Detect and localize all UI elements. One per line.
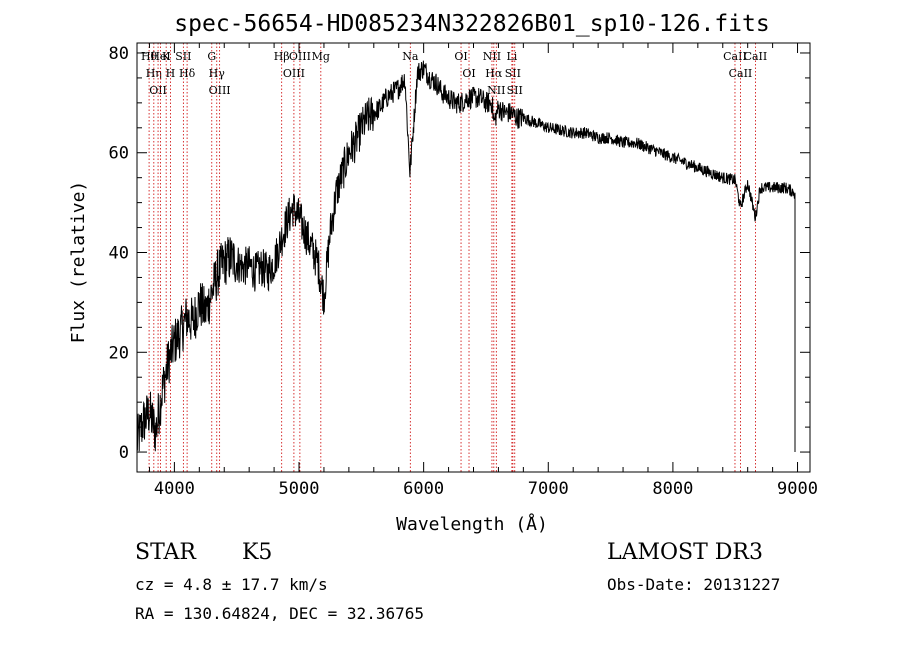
x-axis-label: Wavelength (Å) xyxy=(396,513,548,535)
line-mark-label: OI xyxy=(462,67,475,80)
survey-name: LAMOST DR3 xyxy=(607,540,763,565)
x-tick-label: 7000 xyxy=(528,479,569,499)
spectrum-line xyxy=(136,60,796,452)
line-mark-label: OIII xyxy=(283,67,305,80)
obs-date-text: Obs-Date: 20131227 xyxy=(607,575,781,594)
line-mark-label: OIII xyxy=(289,50,311,63)
axes: 4000 5000 6000 7000 8000 9000 0 20 40 60 80 xyxy=(109,43,818,499)
line-mark-label: SII xyxy=(505,67,521,80)
x-tick-label: 8000 xyxy=(652,479,693,499)
line-mark-label: Hδ xyxy=(179,67,196,80)
line-mark-label: G xyxy=(207,50,216,63)
line-mark-label: CaII xyxy=(729,67,753,80)
y-tick-label: 20 xyxy=(109,343,129,363)
coordinates-text: RA = 130.64824, DEC = 32.36765 xyxy=(135,604,424,623)
x-tick-label: 4000 xyxy=(154,479,195,499)
line-mark-label: Hγ xyxy=(209,67,226,80)
y-tick-label: 60 xyxy=(109,144,129,164)
line-mark-label: OIII xyxy=(209,84,231,97)
line-mark-label: K xyxy=(162,50,171,63)
line-mark-label: CaII xyxy=(744,50,768,63)
line-mark-label: H xyxy=(166,67,176,80)
line-mark-label: HeI xyxy=(150,50,170,63)
y-tick-label: 0 xyxy=(119,443,129,463)
x-tick-label: 6000 xyxy=(403,479,444,499)
y-tick-label: 40 xyxy=(109,244,129,264)
object-class: STAR xyxy=(135,540,196,565)
line-mark-label: OII xyxy=(149,84,167,97)
line-mark-label: NII xyxy=(487,84,505,97)
chart-title: spec-56654-HD085234N322826B01_sp10-126.f… xyxy=(174,11,769,37)
y-axis-label: Flux (relative) xyxy=(68,181,89,344)
spectrum-series xyxy=(136,60,796,452)
line-mark-label: SII xyxy=(175,50,191,63)
redshift-text: cz = 4.8 ± 17.7 km/s xyxy=(135,575,328,594)
object-subclass: K5 xyxy=(242,540,273,565)
line-mark-label: Li xyxy=(506,50,517,63)
line-mark-label: NII xyxy=(483,50,501,63)
y-tick-label: 80 xyxy=(109,44,129,64)
line-mark-label: Hη xyxy=(146,67,162,80)
x-tick-label: 9000 xyxy=(777,479,818,499)
line-mark-label: Mg xyxy=(312,50,330,63)
line-mark-label: Na xyxy=(402,50,419,63)
line-mark-label: Hβ xyxy=(274,50,290,63)
x-tick-label: 5000 xyxy=(279,479,320,499)
line-mark-label: Hα xyxy=(485,67,503,80)
line-mark-label: SII xyxy=(507,84,523,97)
line-mark-label: OI xyxy=(454,50,467,63)
line-mark-label: CaII xyxy=(723,50,747,63)
